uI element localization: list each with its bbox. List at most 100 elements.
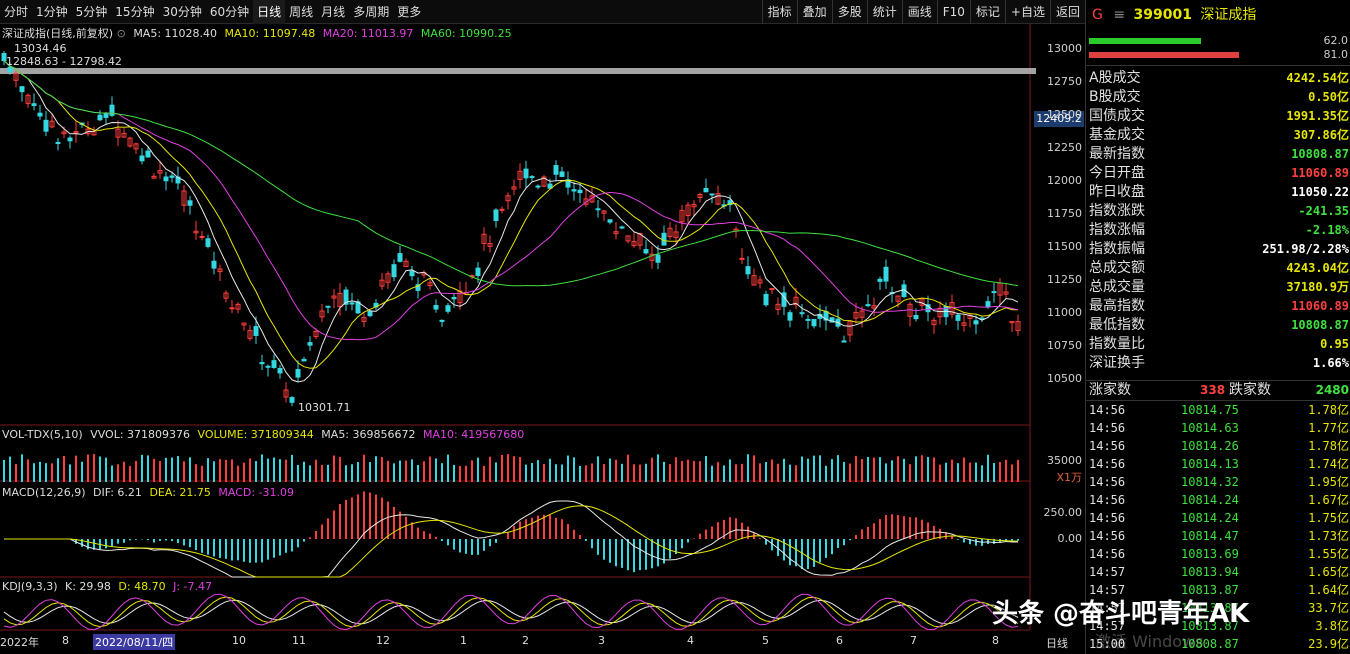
candle (307, 336, 313, 351)
quote-label: 最低指数 (1089, 317, 1145, 333)
j-label: J: -7.47 (173, 580, 213, 593)
tick-time: 14:57 (1089, 601, 1126, 615)
tool-button-8[interactable]: 返回 (1049, 0, 1085, 24)
price-tick: 10750 (1047, 339, 1082, 352)
candle (277, 364, 283, 379)
quote-label: 国债成交 (1089, 108, 1145, 124)
tick-time: 15:00 (1089, 637, 1126, 651)
candle (181, 185, 187, 213)
candle (703, 178, 709, 193)
tick-time: 14:56 (1089, 421, 1126, 435)
tick-volume: 1.78亿 (1308, 439, 1349, 453)
tick-volume: 1.64亿 (1308, 583, 1349, 597)
kdj-line (3, 596, 1019, 628)
quote-row: 指数涨幅 -2.18% (1089, 221, 1350, 240)
tab-period-5[interactable]: 60分钟 (209, 4, 250, 19)
quote-row: 总成交量 37180.9万 (1089, 278, 1350, 297)
tool-button-7[interactable]: +自选 (1004, 0, 1050, 24)
quote-value: 0.50亿 (1308, 90, 1349, 104)
candle (301, 356, 307, 362)
candle (187, 196, 193, 215)
divider (1086, 380, 1350, 381)
tick-price: 10808.87 (1181, 637, 1239, 651)
tick-row: 14:57 10813.94 1.65亿 (1089, 563, 1350, 581)
candle (487, 235, 493, 253)
tool-button-5[interactable]: F10 (936, 0, 970, 24)
tab-period-6[interactable]: 日线 (253, 0, 286, 24)
quote-value: 11060.89 (1291, 299, 1349, 313)
tick-time: 14:56 (1089, 493, 1126, 507)
quote-row: B股成交 0.50亿 (1089, 88, 1350, 107)
tool-button-6[interactable]: 标记 (969, 0, 1005, 24)
chart-area[interactable] (0, 0, 1085, 654)
tab-period-4[interactable]: 30分钟 (162, 4, 202, 19)
tool-button-1[interactable]: 叠加 (796, 0, 832, 24)
candle (541, 175, 547, 187)
tool-button-4[interactable]: 画线 (901, 0, 937, 24)
quote-label: 指数涨跌 (1089, 203, 1145, 219)
tab-period-8[interactable]: 月线 (321, 4, 346, 19)
quote-sidebar: G ≡ 399001 深证成指 62.0 81.0 A股成交 4242.54亿 B股… (1085, 0, 1350, 654)
quote-value: 0.95 (1320, 337, 1349, 351)
candle (121, 128, 127, 138)
ma10-label: MA10: 11097.48 (224, 27, 316, 40)
tab-period-3[interactable]: 15分钟 (115, 4, 155, 19)
bar-down-value: 81.0 (1323, 48, 1349, 61)
candle (229, 299, 235, 314)
tick-volume: 1.73亿 (1308, 529, 1349, 543)
quote-value: 1.66% (1312, 356, 1349, 370)
period-toolbar: 分时 1分钟 5分钟 15分钟 30分钟 60分钟 日线 周线 月线 多周期 更多 指标 叠加 多股 统计… (0, 0, 1085, 24)
candle (31, 93, 37, 111)
candle (409, 265, 415, 281)
range-label: 12848.63 - 12798.42 (6, 55, 122, 68)
tick-time: 14:56 (1089, 403, 1126, 417)
candle (583, 188, 589, 208)
candle (427, 278, 433, 290)
candle (19, 86, 25, 102)
tick-row: 14:56 10814.63 1.77亿 (1089, 419, 1350, 437)
tab-period-9[interactable]: 多周期 (353, 4, 390, 19)
quote-row: 总成交额 4243.04亿 (1089, 259, 1350, 278)
tab-period-1[interactable]: 1分钟 (36, 4, 68, 19)
bar-up-value: 62.0 (1323, 34, 1349, 47)
quote-label: 指数涨幅 (1089, 222, 1145, 238)
quote-row: 最新指数 10808.87 (1089, 145, 1350, 164)
tick-time: 14:57 (1089, 565, 1126, 579)
tick-row: 14:56 10813.69 1.55亿 (1089, 545, 1350, 563)
chevron-down-icon[interactable]: ⊙ (116, 27, 126, 40)
tick-row: 15:00 10808.87 23.9亿 (1089, 635, 1350, 653)
candle (547, 178, 553, 190)
tab-period-0[interactable]: 分时 (4, 4, 29, 19)
quote-row: 深证换手 1.66% (1089, 354, 1350, 373)
candle (397, 245, 403, 263)
ma20-line (3, 60, 1019, 341)
tab-period-7[interactable]: 周线 (289, 4, 314, 19)
candle (37, 105, 43, 120)
tick-price: 10813.87 (1181, 601, 1239, 615)
candle (691, 200, 697, 216)
ma60-line (3, 60, 1019, 287)
tick-price: 10814.24 (1181, 493, 1239, 507)
tool-button-2[interactable]: 多股 (831, 0, 867, 24)
menu-icon[interactable]: ≡ (1113, 7, 1126, 23)
quote-row: 国债成交 1991.35亿 (1089, 107, 1350, 126)
tick-volume: 33.7亿 (1308, 601, 1349, 615)
quote-row: A股成交 4242.54亿 (1089, 69, 1350, 88)
tool-button-3[interactable]: 统计 (866, 0, 902, 24)
tool-button-0[interactable]: 指标 (761, 0, 797, 24)
quote-value: -241.35 (1298, 204, 1349, 218)
tick-price: 10814.24 (1181, 511, 1239, 525)
candle (289, 396, 295, 407)
candle (577, 182, 583, 203)
price-tick: 11000 (1047, 306, 1082, 319)
tab-period-10[interactable]: 更多 (397, 4, 422, 19)
macd-value-label: MACD: -31.09 (218, 486, 295, 499)
candle (1003, 283, 1009, 300)
quote-row: 昨日收盘 11050.22 (1089, 183, 1350, 202)
tab-period-2[interactable]: 5分钟 (75, 4, 108, 19)
candle (1015, 314, 1021, 336)
period-tabs: 分时 1分钟 5分钟 15分钟 30分钟 60分钟 日线 周线 月线 多周期 更多 (0, 0, 425, 24)
candle (751, 268, 757, 286)
candle (991, 282, 997, 303)
